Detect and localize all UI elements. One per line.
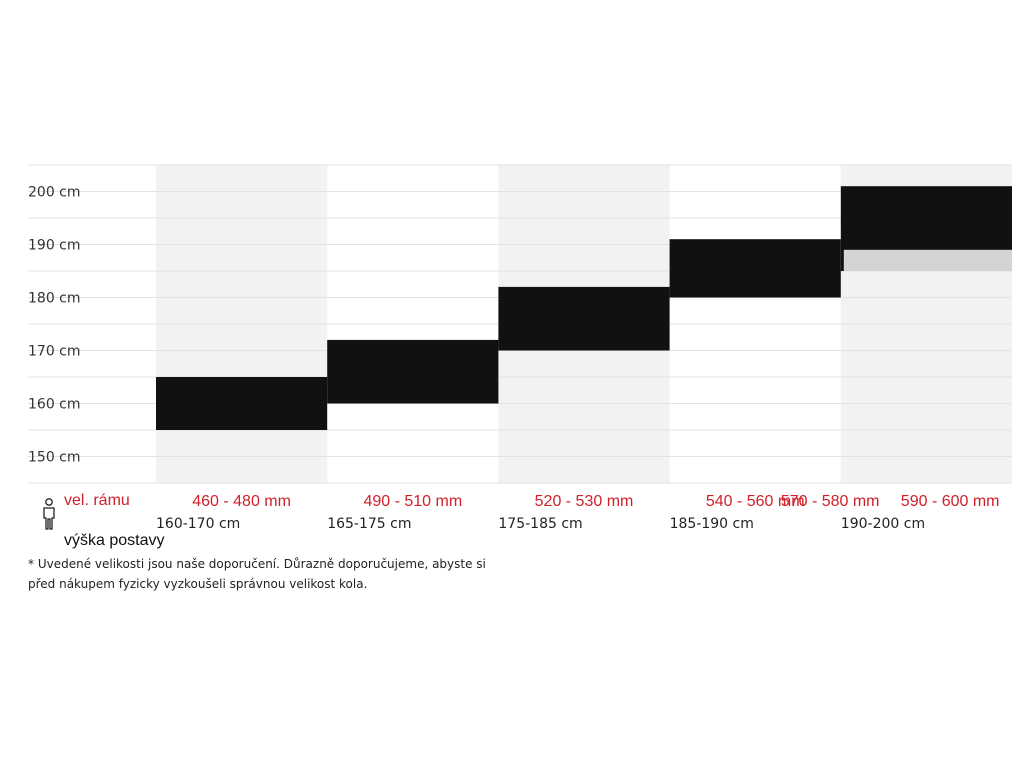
y-tick-label: 160 cm (28, 397, 81, 413)
y-tick-label: 180 cm (28, 291, 81, 307)
footnote: * Uvedené velikosti jsou naše doporučení… (28, 557, 486, 591)
size-bar-light (843, 249, 1012, 271)
size-bar (327, 339, 499, 404)
person-icon (43, 498, 55, 530)
height-row-label: výška postavy (64, 532, 164, 549)
x-axis-labels: 460 - 480 mm 160-170 cm 490 - 510 mm 165-17… (156, 493, 1000, 532)
frame-row-label: vel. rámu (64, 492, 130, 509)
rider-height-label: 165-175 cm (327, 516, 411, 532)
frame-size-label: 460 - 480 mm (192, 493, 291, 510)
size-bar (669, 239, 841, 298)
bars (156, 186, 1012, 430)
rider-height-label: 175-185 cm (498, 516, 582, 532)
y-tick-label: 190 cm (28, 238, 81, 254)
y-tick-label: 170 cm (28, 344, 81, 360)
frame-size-label: 490 - 510 mm (363, 493, 462, 510)
frame-size-label: 590 - 600 mm (901, 493, 1000, 510)
rider-height-label: 185-190 cm (670, 516, 754, 532)
rider-height-label: 190-200 cm (841, 516, 925, 532)
frame-size-label: 540 - 560 mm (706, 493, 805, 510)
size-bar (156, 377, 328, 430)
frame-size-label: 520 - 530 mm (535, 493, 634, 510)
y-tick-label: 200 cm (28, 185, 81, 201)
rider-height-label: 160-170 cm (156, 516, 240, 532)
frame-size-label: 570 - 580 mm (781, 493, 880, 510)
y-tick-label: 150 cm (28, 450, 81, 466)
size-bar (498, 286, 670, 351)
y-axis-ticks: 150 cm 160 cm 170 cm 180 cm 190 cm 200 cm (28, 185, 81, 466)
